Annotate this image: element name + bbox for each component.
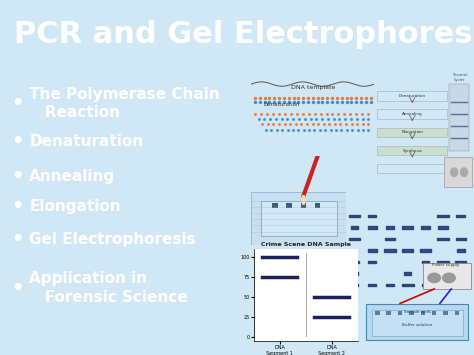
Bar <box>455 311 459 315</box>
Text: •: • <box>11 132 23 151</box>
Text: The Polymerase Chain
   Reaction: The Polymerase Chain Reaction <box>29 87 220 120</box>
Text: Gel Electrophoresis: Gel Electrophoresis <box>29 232 196 247</box>
Bar <box>420 311 425 315</box>
Text: Annealing: Annealing <box>29 169 116 184</box>
Text: Application in
   Forensic Science: Application in Forensic Science <box>29 271 188 305</box>
Bar <box>377 91 447 101</box>
Text: PCR and Gel Electrophoresis: PCR and Gel Electrophoresis <box>14 20 474 49</box>
Bar <box>443 311 448 315</box>
Bar <box>301 203 306 208</box>
Bar <box>386 311 391 315</box>
Bar <box>261 201 337 236</box>
Text: Thermal
Cycler: Thermal Cycler <box>452 73 466 82</box>
Bar <box>398 311 402 315</box>
Text: Annealing: Annealing <box>402 112 423 116</box>
Bar <box>315 203 320 208</box>
Bar <box>375 311 380 315</box>
Text: •: • <box>11 230 23 249</box>
Bar <box>377 164 447 174</box>
Bar <box>286 203 292 208</box>
Text: Sample wells: Sample wells <box>404 310 430 314</box>
Bar <box>444 157 472 187</box>
Bar <box>377 127 447 137</box>
Bar <box>449 84 469 151</box>
Text: Power supply: Power supply <box>432 263 459 267</box>
Circle shape <box>461 168 467 176</box>
Bar <box>251 192 346 245</box>
Text: Denaturation: Denaturation <box>264 103 300 108</box>
Text: DNA template: DNA template <box>291 85 335 90</box>
Text: •: • <box>11 94 23 113</box>
Text: Buffer solution: Buffer solution <box>402 323 432 327</box>
Bar <box>377 109 447 119</box>
Bar <box>377 146 447 155</box>
Circle shape <box>428 273 440 283</box>
Text: Elongation: Elongation <box>401 130 423 135</box>
Bar <box>272 203 278 208</box>
Circle shape <box>443 273 455 283</box>
Title: Crime Scene DNA Sample: Crime Scene DNA Sample <box>261 242 351 247</box>
Text: •: • <box>11 167 23 186</box>
Text: •: • <box>11 279 23 297</box>
Text: •: • <box>11 197 23 216</box>
Bar <box>432 311 437 315</box>
Circle shape <box>451 168 457 176</box>
Text: Elongation: Elongation <box>29 199 121 214</box>
Text: Denaturation: Denaturation <box>399 94 426 98</box>
Bar <box>366 304 468 340</box>
Text: Synthesis: Synthesis <box>402 148 422 153</box>
Bar <box>423 263 471 289</box>
Text: Denaturation: Denaturation <box>29 134 144 149</box>
Bar <box>372 310 463 336</box>
Bar <box>409 311 414 315</box>
